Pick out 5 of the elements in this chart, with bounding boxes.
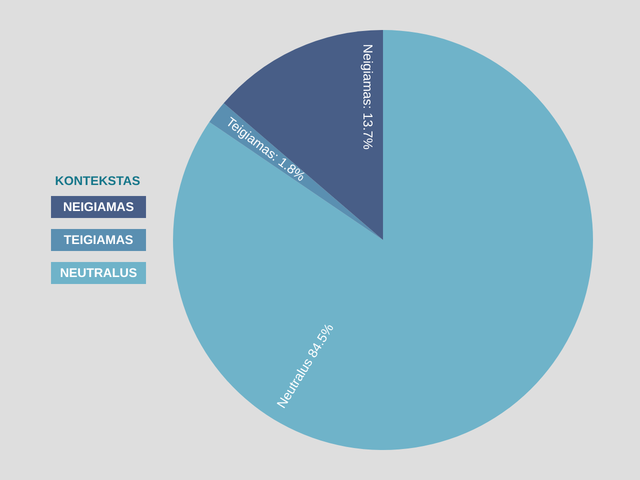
legend-label: NEIGIAMAS	[63, 196, 146, 218]
legend-label: NEUTRALUS	[60, 262, 146, 284]
data-label: Neigiamas: 13.7%	[360, 44, 376, 150]
legend-label: TEIGIAMAS	[64, 229, 146, 251]
legend-title: KONTEKSTAS	[55, 174, 142, 188]
